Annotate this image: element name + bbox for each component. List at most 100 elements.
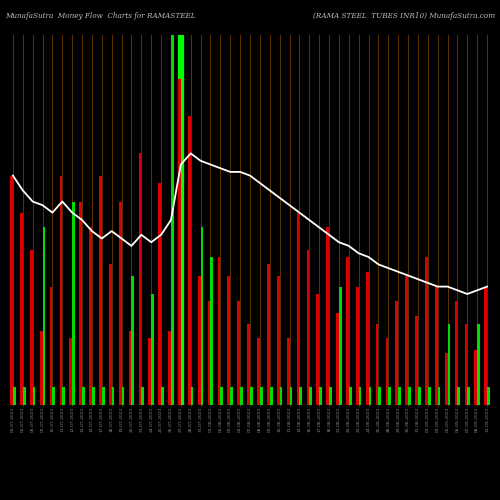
Bar <box>220 386 223 405</box>
Bar <box>30 250 32 405</box>
Bar <box>112 386 114 405</box>
Bar <box>280 386 282 405</box>
Bar <box>80 202 82 405</box>
Bar <box>42 228 45 405</box>
Bar <box>40 331 42 405</box>
Bar <box>72 202 75 405</box>
Bar <box>386 338 388 405</box>
Bar <box>270 386 272 405</box>
Bar <box>319 386 322 405</box>
Bar <box>122 386 124 405</box>
Bar <box>339 286 342 405</box>
Bar <box>23 386 26 405</box>
Bar <box>52 386 55 405</box>
Bar <box>208 302 210 405</box>
Bar <box>99 176 102 405</box>
Bar <box>70 338 72 405</box>
Bar <box>13 386 16 405</box>
Bar <box>161 386 164 405</box>
Bar <box>230 386 233 405</box>
Bar <box>32 386 35 405</box>
Bar <box>300 386 302 405</box>
Bar <box>458 386 460 405</box>
Bar <box>326 228 329 405</box>
Bar <box>448 324 450 405</box>
Bar <box>435 286 438 405</box>
Bar <box>349 386 352 405</box>
Bar <box>228 276 230 405</box>
Bar <box>50 286 52 405</box>
Bar <box>142 386 144 405</box>
Bar <box>346 257 349 405</box>
Bar <box>329 386 332 405</box>
Bar <box>366 272 368 405</box>
Bar <box>474 350 477 405</box>
Bar <box>425 257 428 405</box>
Bar <box>132 276 134 405</box>
Bar <box>406 276 408 405</box>
Bar <box>178 80 181 405</box>
Bar <box>267 264 270 405</box>
Bar <box>445 353 448 405</box>
Bar <box>316 294 319 405</box>
Bar <box>396 302 398 405</box>
Bar <box>290 386 292 405</box>
Bar <box>336 312 339 405</box>
Bar <box>171 35 173 405</box>
Bar <box>368 386 372 405</box>
Bar <box>92 386 94 405</box>
Bar <box>277 276 280 405</box>
Bar <box>454 302 458 405</box>
Bar <box>148 338 151 405</box>
Bar <box>378 386 381 405</box>
Bar <box>428 386 430 405</box>
Bar <box>119 202 122 405</box>
Bar <box>484 286 487 405</box>
Bar <box>190 386 194 405</box>
Bar <box>376 324 378 405</box>
Bar <box>188 116 190 405</box>
Bar <box>306 250 310 405</box>
Bar <box>438 386 440 405</box>
Text: (RAMA STEEL  TUBES INR10) MunafaSutra.com: (RAMA STEEL TUBES INR10) MunafaSutra.com <box>313 12 495 20</box>
Bar <box>109 264 112 405</box>
Bar <box>62 386 65 405</box>
Bar <box>358 386 362 405</box>
Bar <box>20 212 23 405</box>
Bar <box>257 338 260 405</box>
Bar <box>60 176 62 405</box>
Bar <box>181 386 184 405</box>
Bar <box>89 228 92 405</box>
Bar <box>240 386 243 405</box>
Bar <box>128 331 132 405</box>
Bar <box>388 386 391 405</box>
Bar <box>464 324 468 405</box>
Bar <box>238 302 240 405</box>
Bar <box>356 286 358 405</box>
Bar <box>218 257 220 405</box>
Bar <box>408 386 411 405</box>
Bar <box>310 386 312 405</box>
Bar <box>210 257 214 405</box>
Bar <box>287 338 290 405</box>
Bar <box>415 316 418 405</box>
Bar <box>418 386 420 405</box>
Bar <box>10 176 13 405</box>
Bar <box>138 154 141 405</box>
Bar <box>250 386 253 405</box>
Bar <box>247 324 250 405</box>
Bar <box>102 386 104 405</box>
Bar <box>260 386 262 405</box>
Bar <box>398 386 401 405</box>
Bar <box>296 212 300 405</box>
Bar <box>158 183 161 405</box>
Bar <box>82 386 85 405</box>
Bar <box>151 294 154 405</box>
Bar <box>487 386 490 405</box>
Bar <box>198 276 200 405</box>
Bar <box>168 331 171 405</box>
Bar <box>468 386 470 405</box>
Bar <box>200 228 203 405</box>
Text: MunafaSutra  Money Flow  Charts for RAMASTEEL: MunafaSutra Money Flow Charts for RAMAST… <box>5 12 196 20</box>
Bar <box>477 324 480 405</box>
